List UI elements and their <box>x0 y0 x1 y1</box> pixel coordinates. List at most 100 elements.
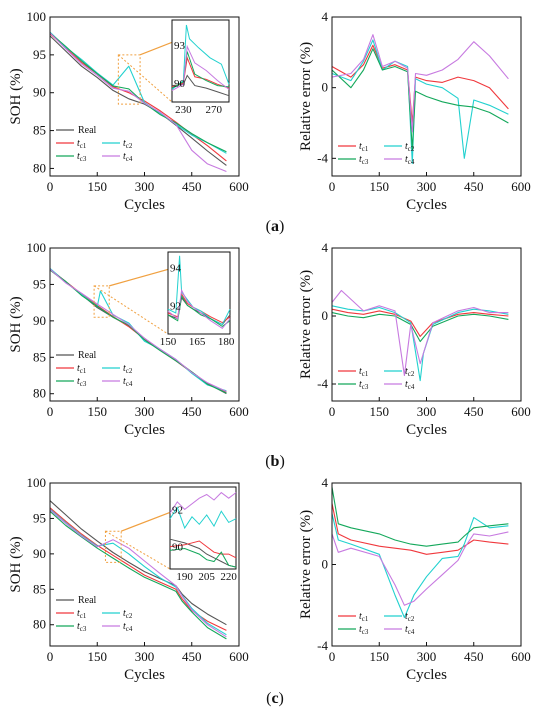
inset-x-tick: 220 <box>220 571 237 583</box>
series-line-c3 <box>49 32 227 153</box>
legend-subscript: c3 <box>362 628 369 636</box>
series-line-c2 <box>49 508 227 636</box>
y-axis-label: Relative error (%) <box>298 510 314 619</box>
legend-symbol: t <box>359 154 362 165</box>
x-tick-label: 300 <box>135 649 155 664</box>
series-line-c3 <box>331 48 509 151</box>
x-axis-label: Cycles <box>406 422 447 438</box>
series-line-c3 <box>49 510 227 640</box>
x-tick-label: 150 <box>370 179 390 194</box>
legend-symbol: t <box>359 379 362 390</box>
legend-symbol: t <box>77 363 80 374</box>
panel-label-open: ( <box>265 453 270 470</box>
inset-y-tick: 93 <box>174 40 186 52</box>
panel-label: (a) <box>266 218 285 235</box>
legend-label: tc4 <box>405 154 415 166</box>
chart-c-soh: 0 150 300 450 600 80 85 90 95 100 Cycles SOH (%) Rea… <box>8 475 249 683</box>
series-line-c1 <box>331 44 509 124</box>
legend-subscript: c1 <box>80 367 87 375</box>
x-axis-label: Cycles <box>124 197 165 213</box>
legend-symbol: t <box>123 608 126 619</box>
legend-label: tc1 <box>359 366 369 378</box>
x-tick-label: 300 <box>135 179 155 194</box>
x-tick-label: 300 <box>417 404 437 419</box>
x-tick-label: 450 <box>182 649 202 664</box>
series-line-c2 <box>49 31 227 154</box>
series-line-c4 <box>331 531 509 606</box>
legend-subscript: c2 <box>126 612 133 620</box>
panel-label-letter: c <box>271 690 278 707</box>
x-tick-label: 600 <box>229 649 249 664</box>
series-line-c1 <box>331 503 509 555</box>
legend-label: tc4 <box>405 624 415 636</box>
legend-symbol: t <box>77 608 80 619</box>
legend-subscript: c2 <box>408 370 415 378</box>
legend-symbol: t <box>359 624 362 635</box>
series-line-real <box>49 500 227 626</box>
series-line-c3 <box>331 487 509 547</box>
legend-subscript: c1 <box>362 370 369 378</box>
inset-series-c2 <box>167 255 231 326</box>
inset-frame <box>171 19 230 103</box>
y-tick-label: 95 <box>33 276 46 291</box>
legend-label: tc3 <box>77 151 87 163</box>
inset-series-c2 <box>169 506 237 530</box>
legend-symbol: t <box>123 151 126 162</box>
x-tick-label: 600 <box>511 649 531 664</box>
x-axis-label: Cycles <box>406 667 447 683</box>
x-tick-label: 300 <box>417 649 437 664</box>
legend-subscript: c3 <box>362 383 369 391</box>
panel-label: (b) <box>265 453 285 470</box>
legend-label: tc2 <box>405 141 415 153</box>
inset-x-tick: 190 <box>176 571 193 583</box>
legend-subscript: c3 <box>80 380 87 388</box>
legend-subscript: c2 <box>408 615 415 623</box>
x-tick-label: 150 <box>370 404 390 419</box>
legend-symbol: t <box>405 154 408 165</box>
series-line-c4 <box>331 34 509 133</box>
series-line-c4 <box>49 32 227 173</box>
x-tick-label: 0 <box>47 649 54 664</box>
inset-y-tick: 92 <box>170 300 181 312</box>
inset-x-tick: 270 <box>206 104 223 116</box>
y-tick-label: 95 <box>33 47 46 62</box>
y-tick-label: 100 <box>27 475 47 490</box>
inset-series-c4 <box>167 288 231 329</box>
legend-subscript: c4 <box>126 380 133 388</box>
legend-symbol: t <box>123 138 126 149</box>
inset-x-tick: 230 <box>175 104 192 116</box>
legend-subscript: c3 <box>80 625 87 633</box>
legend-label: tc4 <box>405 379 415 391</box>
legend-subscript: c2 <box>126 142 133 150</box>
inset-x-tick: 205 <box>198 571 215 583</box>
legend-label: tc4 <box>123 376 133 388</box>
y-tick-label: 85 <box>33 123 46 138</box>
zoom-region <box>93 285 110 318</box>
legend-symbol: t <box>123 363 126 374</box>
series-line-c2 <box>331 513 509 619</box>
legend-symbol: t <box>359 366 362 377</box>
legend-subscript: c2 <box>126 367 133 375</box>
legend-subscript: c4 <box>408 158 415 166</box>
x-tick-label: 300 <box>135 404 155 419</box>
series-line-real <box>49 35 227 166</box>
legend-label: tc1 <box>359 141 369 153</box>
inset-y-tick: 90 <box>172 542 184 554</box>
x-tick-label: 150 <box>88 179 108 194</box>
legend-label: tc3 <box>359 154 369 166</box>
y-axis-label: SOH (%) <box>8 296 24 352</box>
zoom-region <box>117 54 141 105</box>
legend-label: tc1 <box>77 138 87 150</box>
inset-chart: 150 165 180 92 94 <box>93 251 235 348</box>
legend-subscript: c1 <box>362 145 369 153</box>
y-tick-label: 4 <box>322 9 329 24</box>
inset-series-c1 <box>169 540 237 559</box>
y-tick-label: 0 <box>322 80 329 95</box>
panel-label-open: ( <box>266 218 271 235</box>
legend-label-real: Real <box>78 125 97 136</box>
legend-symbol: t <box>123 376 126 387</box>
x-tick-label: 150 <box>88 649 108 664</box>
x-tick-label: 0 <box>329 404 336 419</box>
legend-symbol: t <box>359 611 362 622</box>
